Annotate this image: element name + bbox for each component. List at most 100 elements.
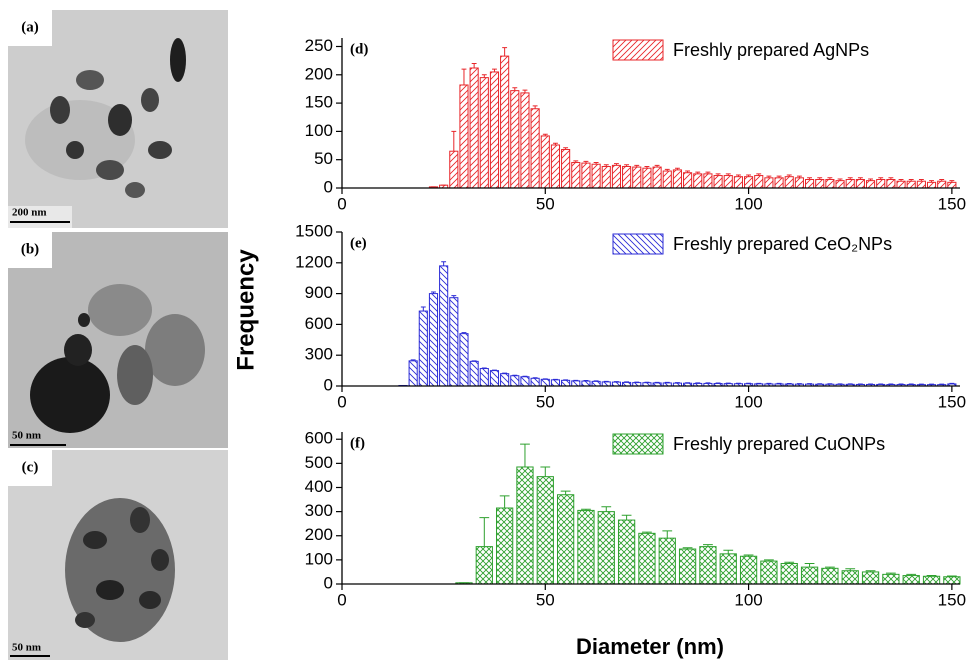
error-bar [603,380,609,382]
bar [845,179,855,189]
error-bar [703,544,713,547]
error-bar [520,443,530,467]
axis-line [341,232,960,387]
error-bar [644,165,650,169]
x-tick-label: 100 [734,194,762,213]
tem-image-b: (b) 50 nm [8,232,228,448]
y-tick-label: 200 [305,525,333,544]
y-tick-label: 900 [305,283,333,302]
bar [530,377,540,387]
error-bar [563,147,569,150]
bar [821,567,839,585]
image-haze [25,100,135,180]
error-bar [451,130,457,152]
bar [703,173,713,189]
bar [496,507,514,585]
particle [139,591,161,609]
error-bar [908,179,914,182]
error-bar [756,173,762,176]
bar [876,179,886,189]
error-bar [540,466,551,477]
bar [581,162,591,189]
error-bar [502,47,508,57]
error-bar [926,575,937,577]
error-bar [725,173,731,176]
bar [774,177,784,189]
bar [571,162,581,189]
bar [760,560,778,585]
error-bar [786,383,792,385]
bar [683,172,693,189]
bar [638,532,656,585]
error-bar [654,164,660,168]
error-bar [827,383,833,385]
error-bar [796,383,802,385]
bar [561,149,571,189]
error-bar [461,332,467,334]
error-bar [898,383,904,385]
error-bar [583,160,589,164]
error-bar [878,177,884,180]
error-bar [827,177,833,180]
error-bar [532,105,538,109]
panel-label: (f) [350,435,365,451]
error-bar [746,382,752,384]
particle [130,507,150,533]
error-bar [888,177,894,180]
y-tick-label: 150 [305,93,333,112]
error-bar [502,372,508,374]
bar [723,175,733,189]
bar [516,466,534,585]
bar [550,144,561,189]
bar [536,476,554,585]
bar [428,293,439,387]
particle [75,612,95,628]
error-bar [868,383,873,385]
error-bar [735,382,741,384]
bar [754,175,764,189]
particle [96,160,124,180]
error-bar [624,381,630,383]
bar [591,380,601,387]
error-bar [705,382,711,384]
y-tick-label: 250 [305,36,333,55]
error-bar [553,378,558,380]
error-bar [817,177,823,180]
error-bar [847,177,853,180]
bar [591,163,601,189]
bar [489,370,500,387]
error-bar [522,89,528,93]
error-bar [492,68,497,72]
error-bar [857,177,863,180]
bar [794,177,804,189]
y-tick-label: 500 [305,453,333,472]
axis-line [341,38,960,189]
bar [947,181,957,189]
error-bar [946,575,957,577]
bar [916,180,926,189]
bar [733,176,743,189]
bar [500,55,510,189]
bar [550,379,561,387]
bar [489,71,500,189]
x-tick-label: 50 [536,194,555,213]
bar [882,573,900,585]
error-bar [573,160,579,163]
error-bar [865,570,876,572]
scale-bar-label: 50 nm [12,430,41,442]
error-bar [634,381,640,383]
y-tick-label: 0 [324,177,333,196]
particle [141,88,159,112]
bar [739,555,758,585]
bar [678,548,697,585]
error-bar [664,381,670,383]
bar [855,179,865,189]
error-bar [593,162,599,165]
error-bar [542,378,548,380]
bar [577,509,595,585]
bar [520,376,530,387]
error-bar [542,133,548,136]
error-bar [807,177,813,180]
error-bar [695,382,701,384]
legend-label: Freshly prepared AgNPs [673,40,869,60]
